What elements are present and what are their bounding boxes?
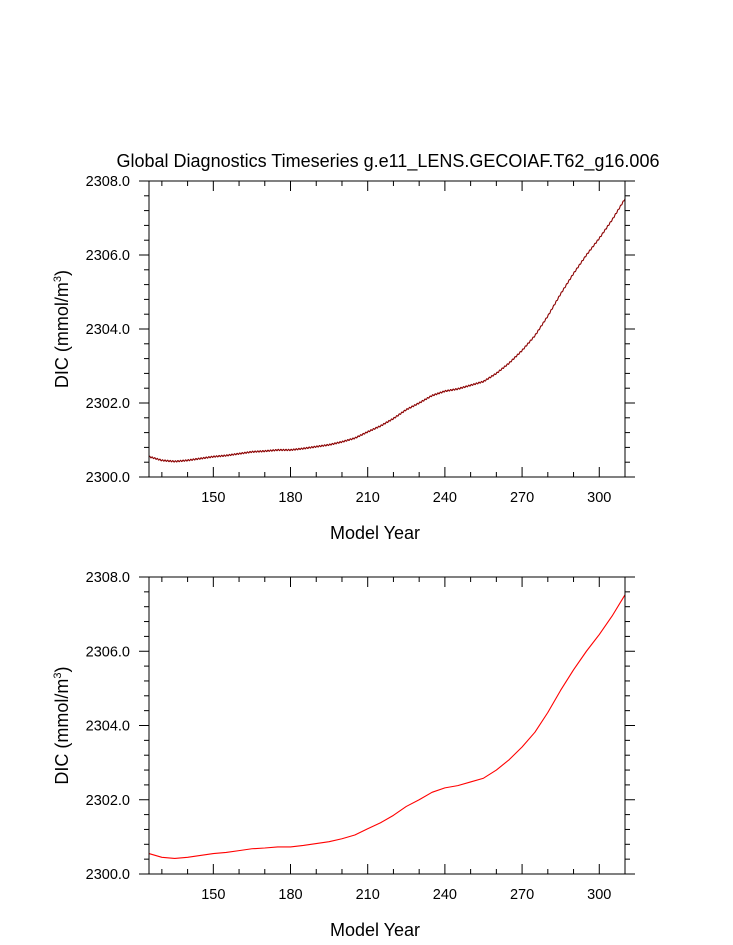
y-tick-label: 2302.0 — [86, 396, 130, 412]
y-tick-label: 2304.0 — [86, 322, 130, 338]
x-tick-label: 210 — [356, 887, 380, 903]
y-axis-title-main: DIC (mmol/m — [52, 679, 72, 785]
series-line-0 — [148, 594, 626, 859]
x-tick-label: 270 — [510, 887, 534, 903]
x-tick-label: 240 — [433, 887, 457, 903]
y-tick-label: 2306.0 — [86, 644, 130, 660]
chart-panel-top: 150 180 210 240 270 300 2300.0 2302.0 2304.0 2306… — [52, 174, 635, 543]
series-line-0 — [148, 198, 626, 463]
x-tick-label: 270 — [510, 490, 534, 506]
chart-panel-bottom: 150 180 210 240 270 300 2300.0 2302.0 2304.0 2306… — [52, 570, 635, 940]
x-tick-label: 150 — [201, 887, 225, 903]
y-tick-label: 2302.0 — [86, 793, 130, 809]
y-tick-label: 2304.0 — [86, 719, 130, 735]
y-axis-title-close: ) — [52, 270, 72, 276]
x-tick-label: 300 — [587, 490, 611, 506]
x-tick-label: 300 — [587, 887, 611, 903]
chart-title: Global Diagnostics Timeseries g.e11_LENS… — [117, 151, 660, 172]
y-tick-label: 2300.0 — [86, 867, 130, 883]
plot-frame — [148, 180, 626, 478]
y-axis-title-main: DIC (mmol/m — [52, 282, 72, 388]
y-tick-label: 2308.0 — [86, 174, 130, 190]
y-axis-title-superscript: 3 — [52, 276, 64, 282]
x-tick-label: 180 — [278, 887, 302, 903]
y-axis-title-superscript: 3 — [52, 672, 64, 678]
y-axis-title: DIC (mmol/m3) — [52, 270, 72, 388]
x-tick-label: 150 — [201, 490, 225, 506]
x-tick-label: 210 — [356, 490, 380, 506]
plot-frame — [148, 576, 626, 875]
x-axis-title: Model Year — [330, 920, 420, 940]
y-axis-title: DIC (mmol/m3) — [52, 666, 72, 784]
y-axis-title-close: ) — [52, 666, 72, 672]
y-tick-label: 2300.0 — [86, 470, 130, 486]
x-tick-label: 240 — [433, 490, 457, 506]
x-axis-title: Model Year — [330, 523, 420, 543]
y-tick-label: 2306.0 — [86, 248, 130, 264]
y-tick-label: 2308.0 — [86, 570, 130, 586]
x-tick-label: 180 — [278, 490, 302, 506]
